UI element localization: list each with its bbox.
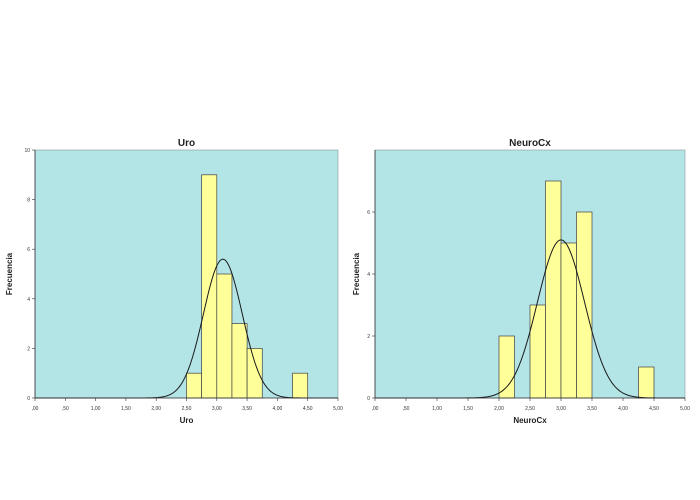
x-tick-label: ,00 [32,406,39,412]
chart-title: Uro [178,138,195,149]
x-tick-label: 4,00 [273,406,283,412]
x-tick-label: ,50 [403,406,410,412]
y-tick-label: 8 [27,198,30,204]
x-axis-label: NeuroCx [513,416,547,425]
histogram-bar [231,323,248,399]
y-tick-label: 2 [27,346,30,352]
histogram-bar [186,372,202,399]
histogram-panel-uro: 0 2 4 6 8 10 ,00 ,50 1,00 1,50 2,00 2,50 3,00 3,50 4,0… [5,138,343,425]
y-tick-label: 6 [367,210,370,216]
y-axis-label: Frecuencia [5,252,14,295]
y-tick-label: 4 [27,297,30,303]
y-tick-label: 2 [367,334,370,340]
y-tick-label: 6 [27,247,30,253]
histogram-bar [292,372,309,399]
histogram-panel-neurocx: 0 2 4 6 ,00 ,50 1,00 1,50 2,00 2,50 3,00 3,50 4,00 4,… [352,138,690,425]
x-tick-label: 1,50 [121,406,131,412]
x-tick-label: 1,00 [91,406,101,412]
x-tick-label: 5,00 [333,406,343,412]
x-tick-label: ,50 [62,406,69,412]
histogram-bar [246,348,263,399]
y-tick-label: 10 [24,148,30,154]
y-tick-label: 0 [367,396,370,402]
histogram-bar [498,335,515,399]
histogram-bar [201,174,218,399]
plot-area [34,149,339,399]
y-axis-label: Frecuencia [352,252,361,295]
chart-title: NeuroCx [509,138,551,149]
x-tick-label: 1,50 [463,406,473,412]
x-tick-label: 2,50 [182,406,192,412]
x-axis-label: Uro [180,416,194,425]
x-tick-label: 3,00 [556,406,566,412]
x-tick-label: 2,00 [494,406,504,412]
histogram-bar [638,366,655,399]
x-tick-label: 1,00 [432,406,442,412]
x-tick-label: 4,50 [649,406,659,412]
histogram-bar [560,242,577,399]
x-tick-label: 3,50 [587,406,597,412]
histogram-bar [216,273,233,399]
x-tick-label: 4,00 [618,406,628,412]
x-tick-label: 2,00 [151,406,161,412]
x-tick-label: 2,50 [525,406,535,412]
x-tick-label: 5,00 [680,406,690,412]
y-tick-label: 0 [27,396,30,402]
y-tick-label: 4 [367,272,370,278]
x-tick-label: ,00 [372,406,379,412]
x-tick-label: 4,50 [303,406,313,412]
x-tick-label: 3,50 [242,406,252,412]
histogram-bar [529,304,546,399]
x-tick-label: 3,00 [212,406,222,412]
histogram-bar [545,180,562,399]
histogram-bar [576,211,593,399]
